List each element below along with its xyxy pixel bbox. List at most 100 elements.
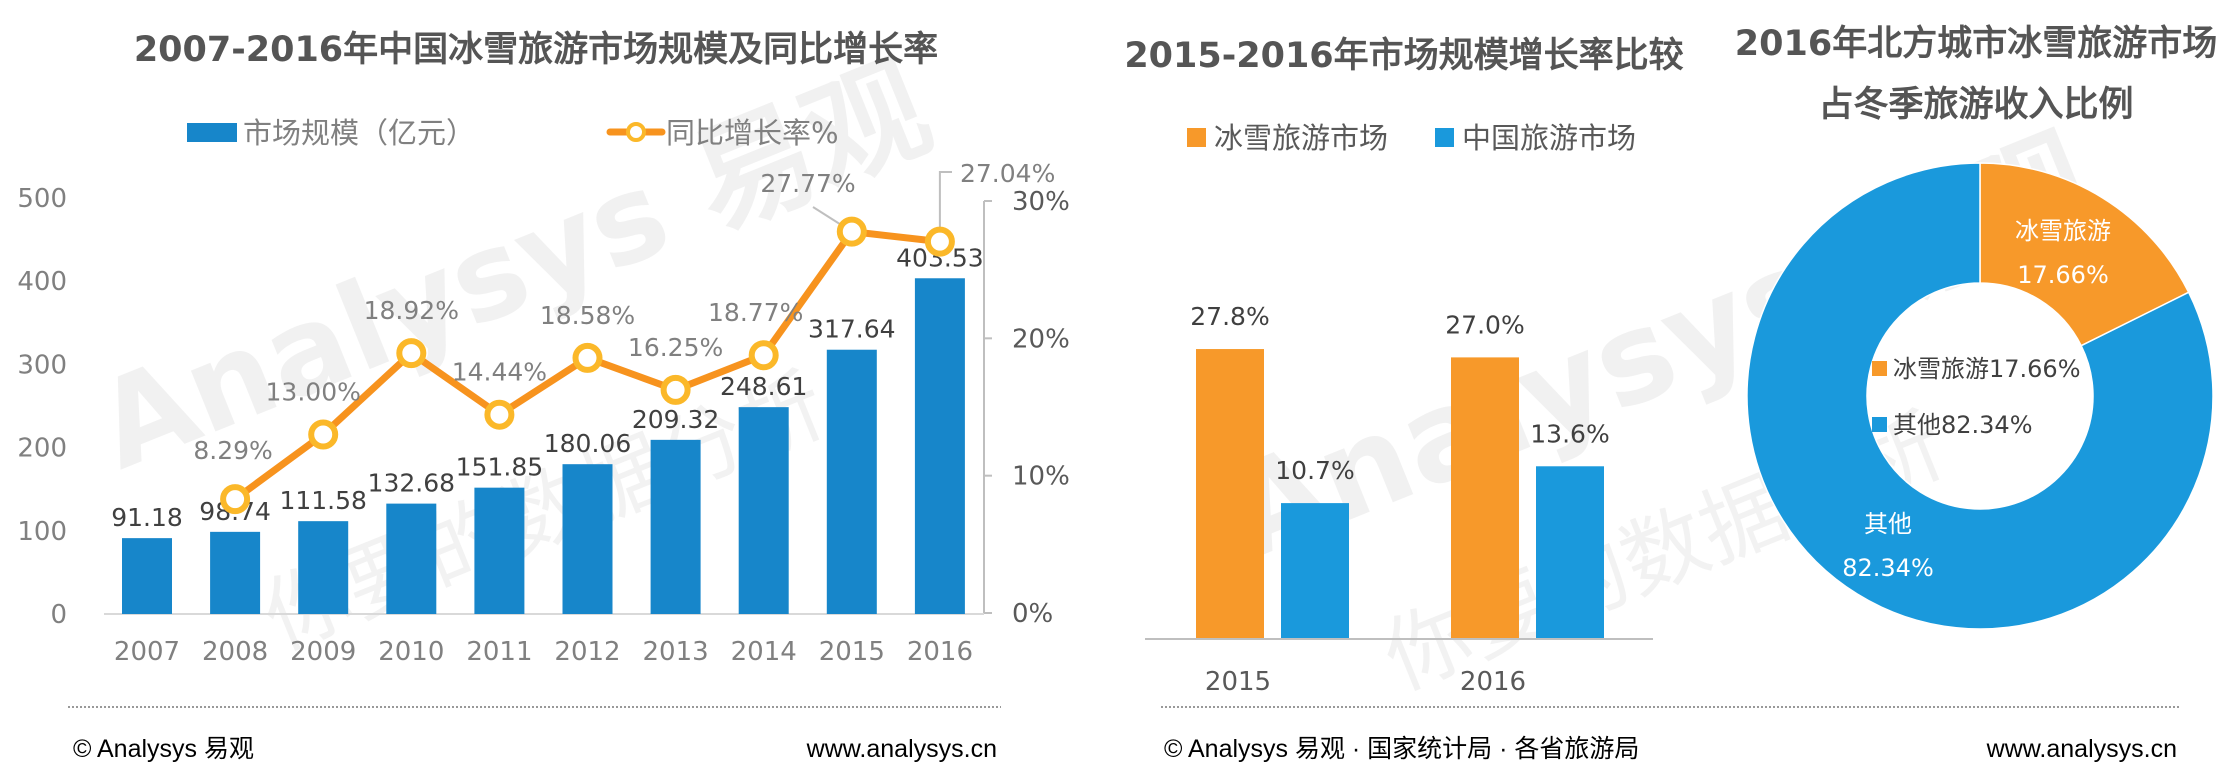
growth-value-label: 13.00%	[266, 377, 361, 406]
chart3-title-line1: 2016年北方城市冰雪旅游市场	[1735, 24, 2217, 64]
bar-value-label: 13.6%	[1530, 419, 1609, 448]
chart3-center-legend: 冰雪旅游17.66% 其他82.34%	[1872, 355, 2081, 439]
chart1-growth-line: 8.29% 13.00% 18.92% 14.44% 18.58% 16.25% 18.77…	[193, 159, 1055, 515]
left-axis-tick-label: 100	[17, 517, 67, 547]
bar-china-market	[1536, 466, 1604, 639]
right-axis-tick-label: 0%	[1012, 599, 1053, 629]
growth-marker	[396, 338, 427, 369]
right-footer-copyright: © Analysys 易观 · 国家统计局 · 各省旅游局	[1164, 735, 1639, 763]
growth-marker	[308, 419, 339, 450]
bar-value-label: 91.18	[111, 503, 183, 532]
chart2-x-axis: 2015 2016	[1205, 667, 1526, 697]
right-axis-tick-label: 20%	[1012, 324, 1070, 354]
bar-china-market	[1281, 503, 1349, 639]
bar-market-size	[210, 531, 261, 614]
bar-value-label: 180.06	[544, 429, 631, 458]
bar-value-label: 132.68	[368, 469, 455, 498]
growth-marker	[484, 399, 515, 430]
right-footer-url[interactable]: www.analysys.cn	[1986, 735, 2177, 763]
chart1-x-axis: 2007 2008 2009 2010 2011 2012 2013 2014 2015 2016	[114, 637, 973, 667]
x-axis-tick-label: 2014	[731, 637, 797, 667]
chart2-legend: 冰雪旅游市场 中国旅游市场	[1187, 121, 1636, 155]
left-axis-tick-label: 300	[17, 350, 67, 380]
growth-marker	[220, 484, 251, 515]
slice-label-snow-value: 17.66%	[2017, 261, 2109, 289]
growth-value-label: 18.58%	[540, 301, 635, 330]
x-axis-tick-label: 2010	[378, 637, 444, 667]
right-axis-tick-label: 10%	[1012, 462, 1070, 492]
bar-market-size	[386, 503, 437, 614]
chart3-donut	[1746, 162, 2214, 630]
legend-bar-swatch	[187, 123, 237, 142]
legend-snow-swatch	[1187, 128, 1206, 147]
bar-value-label: 209.32	[632, 405, 719, 434]
x-axis-tick-label: 2013	[643, 637, 709, 667]
legend-line-label: 同比增长率%	[666, 116, 839, 150]
slice-label-other-value: 82.34%	[1842, 554, 1934, 582]
bar-value-label: 27.0%	[1445, 310, 1524, 339]
left-axis-tick-label: 500	[17, 184, 67, 214]
bar-market-size	[738, 407, 789, 614]
chart-winter-share: 2016年北方城市冰雪旅游市场 占冬季旅游收入比例 冰雪旅游 17.66% 其他…	[1735, 24, 2217, 630]
growth-value-label: 14.44%	[452, 358, 547, 387]
legend-china-swatch	[1435, 128, 1454, 147]
bar-market-size	[562, 464, 613, 614]
slice-label-snow-name: 冰雪旅游	[2015, 217, 2111, 245]
growth-value-label: 16.25%	[628, 333, 723, 362]
bar-snow-market	[1451, 357, 1519, 639]
right-axis-tick-label: 30%	[1012, 187, 1070, 217]
bar-value-label: 151.85	[456, 453, 543, 482]
legend-other-swatch-center	[1872, 417, 1887, 432]
chart3-title-line2: 占冬季旅游收入比例	[1818, 85, 2133, 125]
growth-value-label: 18.77%	[708, 298, 803, 327]
growth-value-label: 8.29%	[193, 436, 272, 465]
legend-snow-center-label: 冰雪旅游17.66%	[1893, 355, 2081, 383]
bar-value-label: 10.7%	[1275, 456, 1354, 485]
bar-value-label: 248.61	[720, 372, 807, 401]
left-footer-copyright: © Analysys 易观	[73, 735, 254, 763]
bar-value-label: 317.64	[808, 315, 895, 344]
chart-growth-comparison: 2015-2016年市场规模增长率比较 冰雪旅游市场 中国旅游市场 27.8% 1…	[1124, 36, 1683, 697]
growth-marker	[660, 374, 691, 405]
chart-market-size: 2007-2016年中国冰雪旅游市场规模及同比增长率 市场规模（亿元） 同比增长…	[17, 30, 1069, 667]
left-footer-url[interactable]: www.analysys.cn	[806, 735, 997, 763]
legend-other-center-label: 其他82.34%	[1893, 411, 2033, 439]
donut-slice-other	[1746, 162, 2214, 630]
x-axis-tick-label: 2016	[1460, 667, 1526, 697]
legend-line-marker	[626, 122, 646, 142]
bar-market-size	[650, 439, 701, 614]
growth-marker	[572, 342, 603, 373]
chart1-title: 2007-2016年中国冰雪旅游市场规模及同比增长率	[134, 30, 938, 70]
x-axis-tick-label: 2008	[202, 637, 268, 667]
chart2-title: 2015-2016年市场规模增长率比较	[1124, 36, 1683, 76]
left-axis-tick-label: 200	[17, 434, 67, 464]
growth-value-label: 27.04%	[960, 159, 1055, 188]
bar-value-label: 27.8%	[1190, 302, 1269, 331]
donut-slice-snow	[1979, 162, 2190, 347]
chart1-left-axis: 0 100 200 300 400 500	[17, 184, 67, 630]
bar-market-size	[826, 349, 877, 614]
growth-value-label: 27.77%	[760, 169, 855, 198]
bar-market-size	[298, 521, 349, 614]
legend-snow-label: 冰雪旅游市场	[1214, 121, 1388, 155]
label-leader-line	[938, 171, 952, 242]
x-axis-tick-label: 2016	[907, 637, 973, 667]
slice-label-other-name: 其他	[1864, 510, 1912, 538]
growth-marker	[836, 216, 867, 247]
legend-china-label: 中国旅游市场	[1462, 121, 1636, 155]
bar-market-size	[122, 538, 172, 614]
legend-bar-label: 市场规模（亿元）	[243, 116, 475, 150]
growth-value-label: 18.92%	[364, 296, 459, 325]
chart1-right-axis: 0% 10% 20% 30%	[983, 187, 1070, 629]
x-axis-tick-label: 2009	[290, 637, 356, 667]
left-axis-tick-label: 400	[17, 267, 67, 297]
x-axis-tick-label: 2015	[819, 637, 885, 667]
bar-value-label: 111.58	[279, 486, 366, 515]
chart2-bars: 27.8% 10.7% 27.0% 13.6%	[1190, 302, 1610, 639]
x-axis-tick-label: 2015	[1205, 667, 1271, 697]
chart1-legend: 市场规模（亿元） 同比增长率%	[187, 116, 839, 150]
bar-market-size	[914, 278, 965, 614]
bar-snow-market	[1196, 349, 1264, 639]
legend-snow-swatch-center	[1872, 361, 1887, 376]
